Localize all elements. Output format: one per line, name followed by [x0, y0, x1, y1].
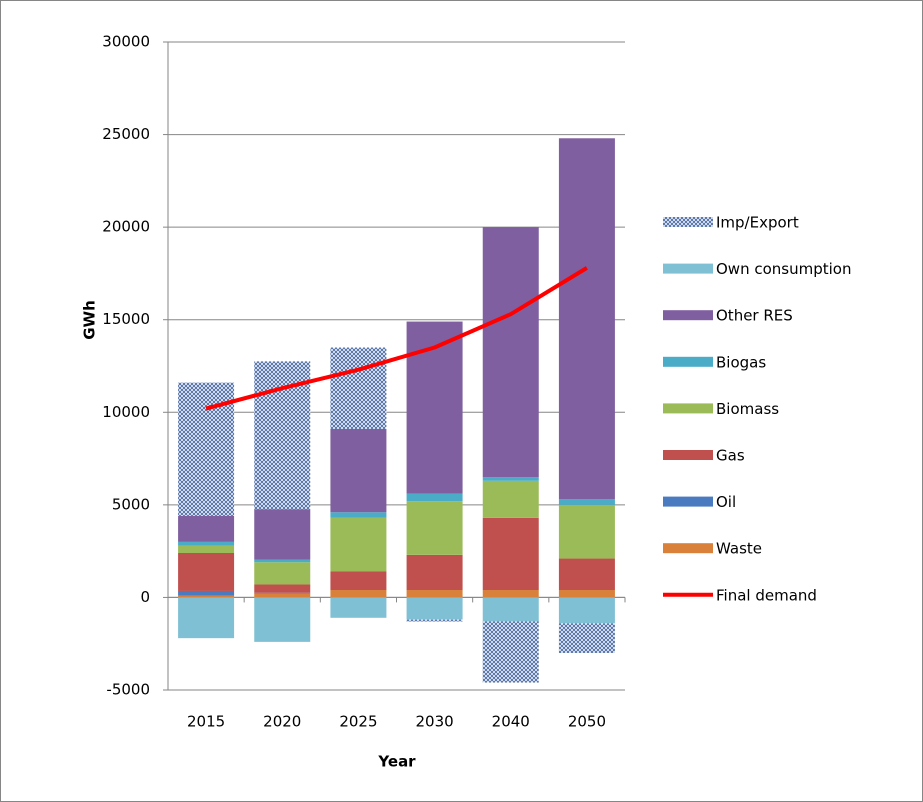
bar-segment: [330, 590, 387, 598]
y-tick-label: 30000: [102, 33, 150, 51]
bar-segment: [178, 541, 235, 546]
bar-segment: [254, 559, 311, 563]
y-tick-label: 20000: [102, 218, 150, 236]
x-tick-label: 2020: [263, 713, 301, 731]
bar-segment: [254, 592, 311, 594]
bar-segment: [558, 558, 615, 591]
legend-label: Biogas: [716, 353, 766, 371]
bar-segment: [330, 512, 387, 518]
bar-segment: [558, 138, 615, 500]
bar-segment: [330, 597, 387, 618]
bar-segment: [254, 361, 311, 510]
bar-segment: [482, 590, 539, 598]
legend-swatch: [663, 403, 713, 414]
bar-segment: [482, 597, 539, 622]
bar-segment: [482, 227, 539, 478]
y-tick-label: -5000: [106, 681, 150, 699]
legend-label: Own consumption: [716, 260, 851, 278]
bar-segment: [482, 477, 539, 481]
bar-segment: [406, 493, 463, 502]
bar-segment: [406, 554, 463, 591]
legend-swatch: [663, 543, 713, 554]
y-axis-title: GWh: [81, 300, 99, 340]
legend-swatch: [663, 450, 713, 460]
bar-segment: [178, 595, 235, 598]
line: [205, 266, 588, 411]
bar-segment: [482, 480, 539, 518]
y-tick-label: 10000: [102, 403, 150, 421]
bar-segment: [406, 619, 463, 622]
bar-segment: [482, 517, 539, 591]
bar-segment: [254, 509, 311, 560]
legend-swatch: [663, 496, 713, 507]
bar-segment: [178, 590, 235, 596]
x-tick-label: 2050: [568, 713, 606, 731]
x-tick-label: 2030: [415, 713, 453, 731]
legend-label: Oil: [716, 493, 736, 511]
legend-label: Final demand: [716, 586, 817, 604]
bar-segment: [482, 621, 539, 683]
bar-segment: [406, 597, 463, 620]
bar-segment: [330, 571, 387, 591]
legend-swatch: [663, 356, 713, 367]
bar-segment: [254, 597, 311, 642]
x-axis-title: Year: [377, 753, 416, 771]
legend-label: Other RES: [716, 307, 793, 325]
y-tick-label: 5000: [112, 495, 150, 513]
bar-segment: [558, 499, 615, 505]
bar-segment: [178, 597, 235, 639]
bar-segment: [558, 504, 615, 559]
bar-segment: [558, 590, 615, 598]
bar-segment: [558, 597, 615, 624]
legend-label: Gas: [716, 447, 745, 465]
bar-segment: [178, 545, 235, 553]
bar-segment: [178, 552, 235, 591]
legend-swatch: [663, 310, 713, 321]
legend-label: Imp/Export: [716, 214, 799, 232]
x-tick-label: 2025: [339, 713, 377, 731]
bar-segment: [254, 593, 311, 598]
legend-label: Biomass: [716, 400, 779, 418]
bar-segment: [406, 590, 463, 598]
x-tick-label: 2015: [187, 713, 225, 731]
legend-swatch: [663, 217, 713, 227]
legend-swatch: [663, 263, 713, 274]
legend-label: Waste: [716, 540, 762, 558]
bar-segment: [558, 623, 615, 653]
bar-segment: [254, 584, 311, 593]
y-tick-label: 25000: [102, 125, 150, 143]
bar-segment: [406, 501, 463, 555]
bar-segment: [406, 321, 463, 494]
bar-segment: [330, 517, 387, 572]
y-tick-label: 0: [140, 588, 150, 606]
bar-segment: [330, 428, 387, 513]
x-tick-label: 2040: [492, 713, 530, 731]
bar-segment: [254, 562, 311, 585]
bar-segment: [330, 347, 387, 429]
bar-segment: [178, 515, 235, 542]
y-tick-label: 15000: [102, 310, 150, 328]
